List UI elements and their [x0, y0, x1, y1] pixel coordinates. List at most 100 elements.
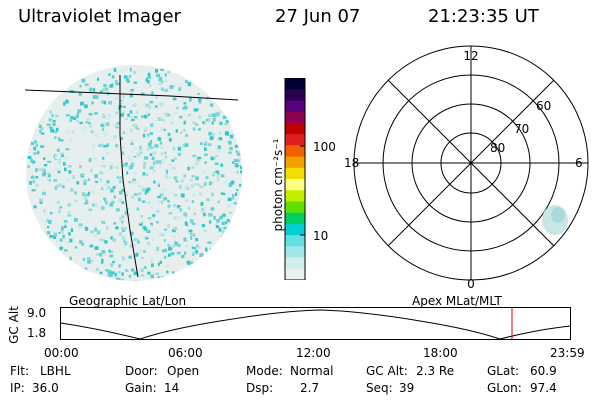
emission-speck	[155, 209, 160, 213]
emission-speck	[130, 142, 134, 145]
emission-speck	[96, 116, 100, 119]
emission-speck	[156, 73, 160, 78]
emission-speck	[69, 188, 74, 192]
emission-speck	[149, 224, 153, 227]
emission-speck	[64, 155, 68, 160]
emission-speck	[172, 192, 176, 196]
mode-label: Mode:	[246, 364, 283, 378]
emission-speck	[169, 85, 174, 89]
emission-speck	[72, 211, 75, 215]
emission-speck	[139, 222, 143, 226]
emission-speck	[100, 192, 103, 196]
emission-speck	[159, 164, 162, 168]
emission-speck	[142, 133, 146, 138]
emission-speck	[68, 170, 72, 174]
emission-speck	[148, 243, 152, 247]
emission-speck	[60, 152, 64, 155]
emission-speck	[229, 211, 232, 214]
emission-speck	[210, 212, 213, 217]
emission-speck	[107, 186, 111, 189]
emission-speck	[127, 164, 131, 168]
emission-speck	[101, 258, 104, 263]
emission-speck	[161, 159, 165, 164]
emission-speck	[165, 264, 170, 267]
emission-speck	[175, 129, 178, 133]
emission-speck	[144, 126, 148, 131]
emission-speck	[58, 161, 61, 164]
emission-speck	[145, 173, 149, 177]
emission-speck	[219, 215, 223, 220]
emission-speck	[79, 240, 83, 244]
emission-speck	[90, 130, 94, 134]
emission-speck	[155, 160, 159, 164]
emission-speck	[87, 100, 91, 105]
emission-speck	[134, 116, 138, 119]
emission-speck	[209, 103, 214, 107]
emission-speck	[146, 111, 150, 116]
emission-speck	[104, 240, 108, 244]
emission-speck	[167, 243, 170, 247]
emission-speck	[239, 183, 242, 187]
emission-speck	[33, 152, 37, 155]
emission-speck	[119, 252, 123, 257]
emission-speck	[149, 160, 152, 164]
emission-speck	[122, 105, 127, 108]
colorbar-band	[285, 167, 305, 180]
colorbar-band	[285, 190, 305, 202]
emission-speck	[160, 127, 164, 131]
emission-speck	[68, 157, 72, 160]
emission-speck	[66, 180, 70, 184]
emission-speck	[151, 263, 154, 268]
emission-speck	[232, 161, 235, 164]
gain-value: 14	[164, 381, 180, 395]
image-date: 27 Jun 07	[275, 6, 361, 27]
emission-speck	[122, 256, 125, 261]
emission-speck	[115, 124, 118, 128]
emission-speck	[92, 203, 95, 207]
emission-speck	[137, 240, 140, 244]
emission-speck	[38, 124, 42, 128]
emission-speck	[54, 205, 59, 208]
emission-speck	[168, 253, 171, 257]
emission-speck	[152, 279, 156, 281]
emission-speck	[152, 161, 156, 166]
emission-speck	[181, 225, 185, 230]
emission-speck	[112, 186, 116, 189]
emission-speck	[105, 122, 110, 127]
emission-speck	[167, 204, 171, 207]
emission-speck	[188, 198, 192, 203]
emission-speck	[149, 84, 152, 88]
emission-speck	[27, 165, 30, 168]
polar-diagonal-2	[387, 79, 555, 247]
emission-speck	[161, 80, 163, 83]
emission-speck	[151, 237, 154, 241]
emission-speck	[97, 77, 100, 81]
emission-speck	[133, 238, 137, 241]
emission-speck	[140, 214, 143, 218]
emission-speck	[223, 226, 227, 230]
emission-speck	[95, 95, 99, 99]
emission-speck	[172, 97, 177, 101]
emission-speck	[184, 185, 188, 188]
emission-speck	[39, 130, 42, 133]
emission-speck	[170, 244, 175, 248]
emission-speck	[174, 241, 179, 246]
emission-speck	[35, 183, 39, 188]
emission-speck	[185, 245, 189, 248]
emission-speck	[134, 141, 137, 144]
emission-speck	[99, 143, 104, 147]
emission-speck	[56, 201, 60, 204]
emission-speck	[52, 203, 55, 206]
emission-speck	[191, 175, 195, 178]
emission-speck	[31, 160, 36, 164]
emission-speck	[144, 266, 147, 269]
emission-speck	[61, 227, 64, 231]
gain-label: Gain:	[125, 381, 157, 395]
dsp-value: 2.7	[300, 381, 320, 395]
emission-speck	[66, 178, 71, 182]
emission-speck	[97, 97, 101, 101]
emission-speck	[58, 209, 61, 214]
emission-speck	[132, 243, 136, 248]
emission-speck	[143, 114, 148, 119]
emission-speck	[159, 102, 164, 107]
